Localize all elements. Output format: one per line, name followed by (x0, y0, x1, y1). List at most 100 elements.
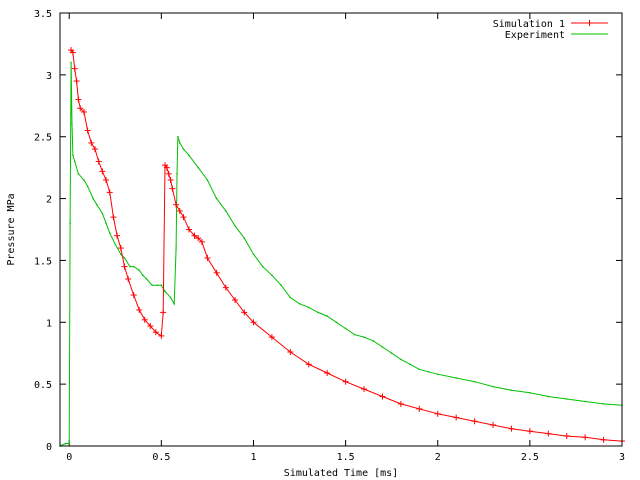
series-line-experiment (59, 62, 623, 447)
data-point (92, 197, 94, 200)
data-point (173, 302, 176, 305)
data-point (71, 65, 78, 72)
y-axis-label: Pressure MPa (6, 193, 17, 265)
data-point (178, 142, 181, 144)
data-point (147, 322, 154, 329)
data-point (307, 306, 310, 309)
plot-frame (59, 12, 623, 447)
data-point (473, 380, 476, 383)
data-point (77, 105, 84, 112)
data-point (547, 395, 550, 398)
data-point (163, 164, 170, 171)
data-point (526, 428, 533, 435)
data-point (490, 421, 497, 428)
data-point (86, 185, 89, 187)
data-point (232, 297, 239, 304)
data-point (225, 210, 227, 212)
data-point (130, 292, 137, 299)
data-point (250, 319, 257, 326)
data-point (471, 418, 478, 425)
y-tick-label: 0.5 (34, 380, 52, 391)
data-point (145, 278, 148, 280)
data-point (169, 296, 172, 299)
data-point (142, 274, 144, 277)
x-axis-ticks: 0 0.5 1 1.5 2 2.5 3 (66, 13, 625, 463)
data-point (138, 269, 141, 272)
data-point (160, 284, 163, 286)
y-tick-label: 1.5 (34, 256, 52, 267)
data-point (197, 166, 199, 169)
data-point (600, 436, 607, 443)
data-point (73, 78, 80, 85)
data-point (176, 207, 183, 214)
y-axis-ticks: 0 0.5 1 1.5 2 2.5 3 3.5 (34, 9, 622, 453)
data-point (434, 410, 441, 417)
data-point (234, 224, 236, 227)
data-point (252, 253, 255, 256)
data-point (75, 96, 82, 103)
data-point (354, 333, 356, 336)
data-point (83, 179, 85, 181)
legend: Simulation 1 Experiment (493, 19, 608, 41)
data-point (427, 370, 430, 373)
data-point (77, 173, 80, 175)
data-point (342, 378, 349, 385)
data-point (105, 222, 107, 225)
data-point (99, 168, 106, 175)
data-point (418, 368, 421, 371)
y-tick-label: 2.5 (34, 133, 52, 144)
data-point (191, 232, 198, 239)
data-point (584, 400, 586, 403)
data-point (344, 327, 347, 330)
data-point (92, 146, 99, 153)
data-point (158, 332, 165, 339)
data-point (156, 284, 159, 286)
data-point (120, 253, 122, 256)
data-point (129, 265, 131, 268)
data-point (141, 316, 148, 323)
data-point (298, 302, 301, 305)
data-point (372, 340, 375, 342)
data-point (69, 222, 71, 225)
data-point (72, 154, 74, 157)
x-axis-label: Simulated Time [ms] (284, 468, 398, 479)
data-point (164, 290, 166, 293)
data-point (182, 148, 185, 150)
data-point (222, 284, 229, 291)
data-point (195, 235, 202, 242)
data-point (455, 377, 457, 379)
y-tick-label: 0 (46, 442, 52, 453)
data-point (400, 358, 402, 361)
x-tick-label: 1.5 (337, 452, 355, 463)
data-point (132, 265, 135, 268)
data-point (204, 254, 211, 261)
data-point (261, 265, 264, 268)
data-point (177, 135, 179, 138)
data-point (103, 177, 110, 184)
data-point (379, 393, 386, 400)
data-point (64, 442, 67, 445)
data-point (121, 263, 128, 270)
data-point (305, 361, 312, 368)
data-point (510, 389, 513, 392)
data-point (324, 370, 331, 377)
data-point (492, 385, 494, 388)
data-point (175, 247, 177, 249)
data-point (289, 296, 292, 299)
data-point (206, 179, 209, 181)
data-point (69, 49, 76, 56)
data-point (110, 214, 117, 221)
data-point (317, 311, 319, 314)
series-line-simulation-1 (70, 49, 623, 442)
y-tick-label: 2 (46, 195, 52, 206)
data-point (243, 237, 246, 239)
legend-label-experiment: Experiment (505, 30, 565, 41)
data-point (241, 309, 248, 316)
x-tick-label: 0 (66, 452, 72, 463)
data-point (117, 245, 124, 252)
data-point (390, 352, 393, 355)
data-point (268, 334, 275, 341)
data-point (213, 269, 220, 276)
data-point (416, 405, 423, 412)
